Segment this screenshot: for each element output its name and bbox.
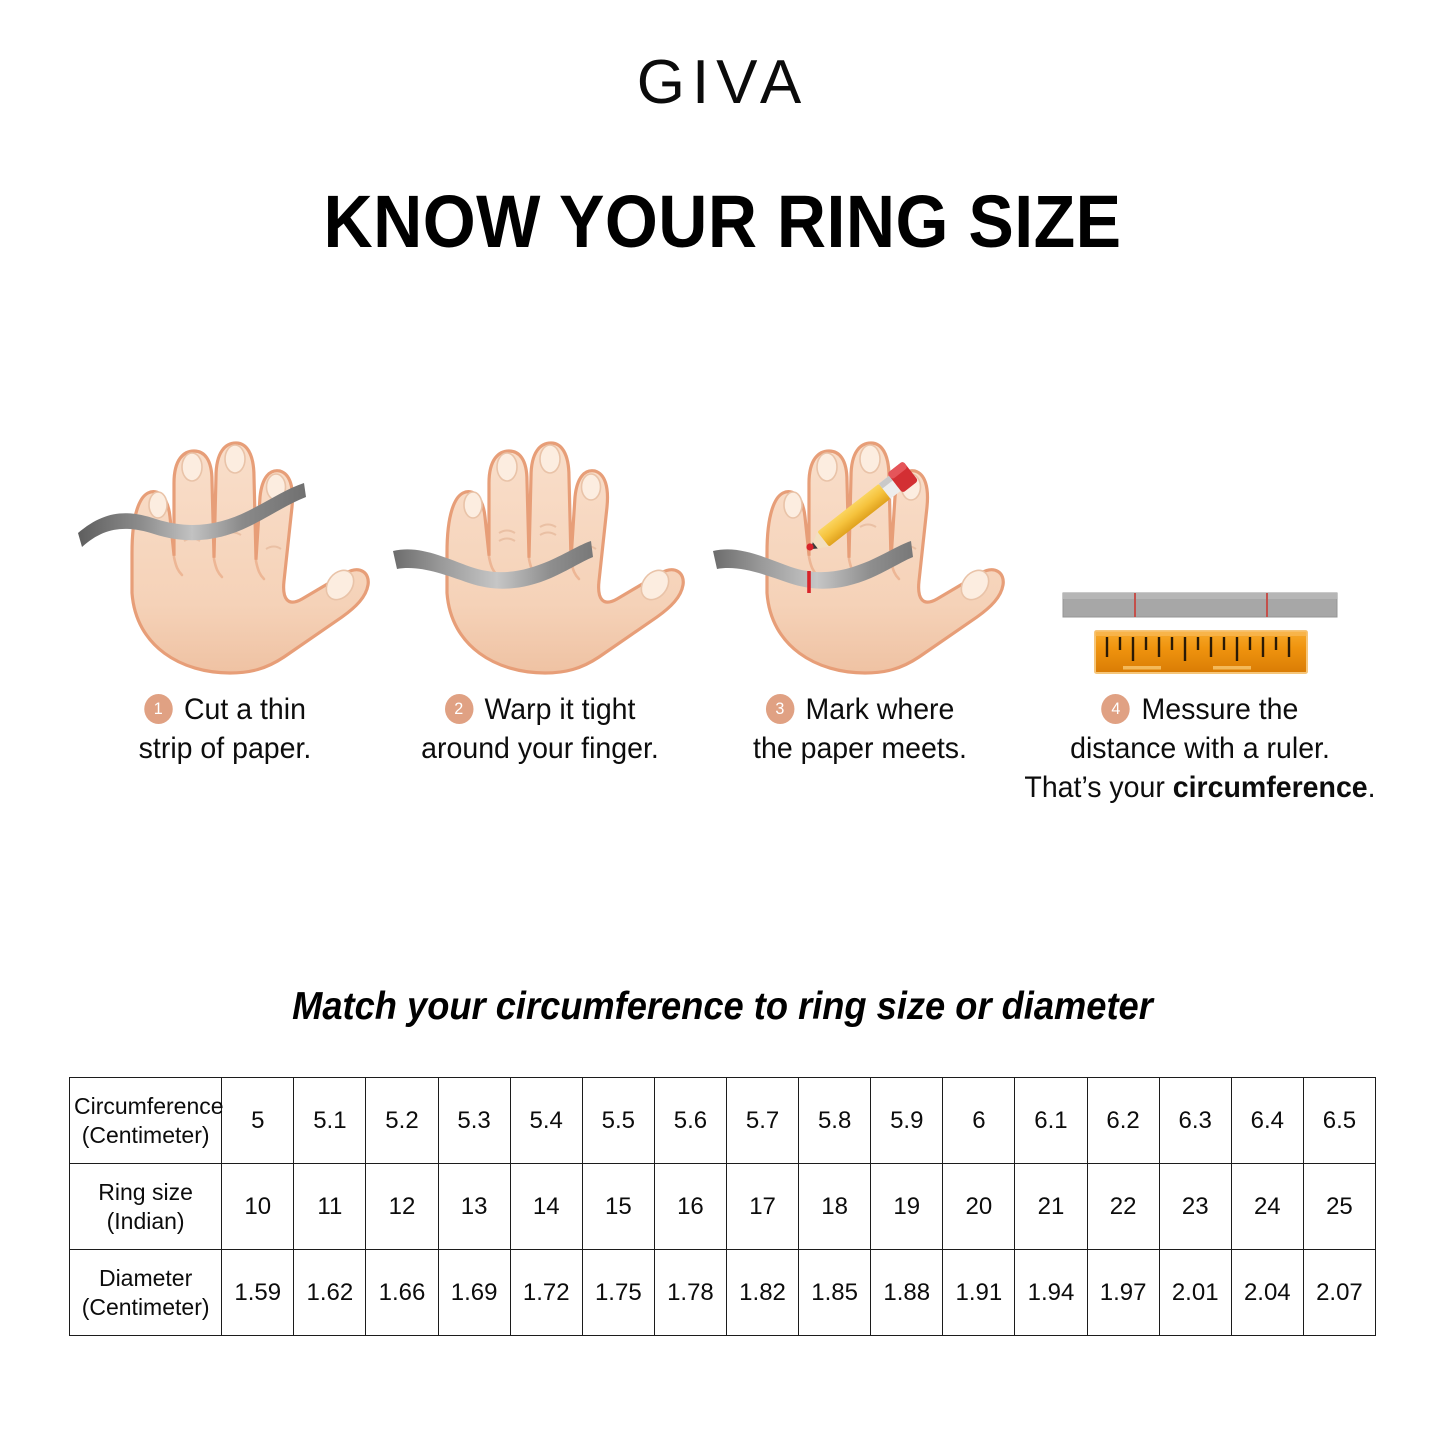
cell-ring-size-14: 24	[1230, 1163, 1304, 1250]
measured-strip	[1062, 592, 1338, 618]
step-2: 2 Warp it tight around your finger.	[385, 385, 695, 835]
cell-diameter-7: 1.82	[725, 1249, 800, 1336]
cell-diameter-11: 1.94	[1014, 1249, 1088, 1336]
row-label-ring-size-line1: Ring size	[98, 1179, 193, 1206]
step-2-badge: 2	[444, 694, 474, 724]
cell-ring-size-6: 16	[653, 1163, 727, 1250]
step-3-line1: Mark where	[805, 693, 955, 726]
cell-circumference-6: 5.6	[653, 1077, 727, 1164]
cell-ring-size-10: 20	[942, 1163, 1016, 1250]
cell-ring-size-8: 18	[798, 1163, 872, 1250]
cell-diameter-2: 1.66	[365, 1249, 439, 1336]
step-4-line3-post: .	[1367, 771, 1376, 804]
cell-circumference-4: 5.4	[509, 1077, 583, 1164]
cell-circumference-13: 6.3	[1158, 1077, 1232, 1164]
table-row-diameter: Diameter (Centimeter) 1.59 1.62 1.66 1.6…	[68, 1249, 1377, 1336]
cell-diameter-8: 1.85	[798, 1249, 872, 1336]
step-4: 4 Messure the distance with a ruler. That…	[1024, 385, 1376, 835]
table-subtitle: Match your circumference to ring size or…	[292, 985, 1153, 1028]
row-label-circumference: Circumference (Centimeter)	[68, 1077, 224, 1164]
cell-diameter-0: 1.59	[221, 1249, 295, 1336]
row-label-diameter-line2: (Centimeter)	[81, 1293, 210, 1320]
step-4-caption: 4 Messure the distance with a ruler. That…	[1001, 690, 1400, 807]
step-4-line2: distance with a ruler.	[1070, 732, 1330, 765]
step-4-line1: Messure the	[1141, 693, 1299, 726]
cell-ring-size-11: 21	[1014, 1163, 1088, 1250]
step-1-badge: 1	[144, 694, 173, 724]
cell-ring-size-4: 14	[509, 1163, 583, 1250]
step-3-line2: the paper meets.	[753, 732, 967, 765]
step-3-badge: 3	[765, 694, 795, 724]
hand-with-wrapped-strip-illustration	[385, 385, 695, 685]
row-label-ring-size: Ring size (Indian)	[68, 1163, 223, 1250]
step-3: 3 Mark where the paper meets.	[705, 385, 1015, 835]
cell-ring-size-5: 15	[581, 1163, 655, 1250]
step-2-caption: 2 Warp it tight around your finger.	[383, 690, 697, 768]
hand-with-pencil-mark-illustration	[705, 385, 1015, 685]
steps-section: 1 Cut a thin strip of paper.	[60, 385, 1390, 835]
row-label-ring-size-line2: (Indian)	[106, 1207, 185, 1234]
ruler	[1094, 630, 1308, 674]
cell-circumference-5: 5.5	[581, 1077, 655, 1164]
cell-ring-size-9: 19	[870, 1163, 944, 1250]
cell-circumference-2: 5.2	[365, 1077, 439, 1164]
cell-diameter-1: 1.62	[293, 1249, 367, 1336]
cell-diameter-14: 2.04	[1230, 1249, 1304, 1336]
step-4-line3-pre: That’s your	[1024, 771, 1173, 804]
hand-with-paper-strip-illustration	[70, 385, 380, 685]
cell-ring-size-13: 23	[1158, 1163, 1232, 1250]
cell-circumference-7: 5.7	[725, 1077, 800, 1164]
cell-circumference-14: 6.4	[1230, 1077, 1304, 1164]
row-label-circumference-line2: (Centimeter)	[81, 1121, 210, 1148]
cell-ring-size-15: 25	[1302, 1163, 1377, 1250]
step-2-line2: around your finger.	[421, 732, 659, 765]
cell-circumference-1: 5.1	[293, 1077, 367, 1164]
cell-circumference-10: 6	[942, 1077, 1016, 1164]
row-label-diameter: Diameter (Centimeter)	[68, 1249, 223, 1336]
step-1: 1 Cut a thin strip of paper.	[70, 385, 380, 835]
step-1-caption: 1 Cut a thin strip of paper.	[68, 690, 382, 768]
table-body: Circumference (Centimeter) 5 5.1 5.2 5.3…	[68, 1077, 1377, 1336]
cell-ring-size-3: 13	[437, 1163, 511, 1250]
step-1-line1: Cut a thin	[183, 693, 306, 726]
cell-circumference-15: 6.5	[1302, 1077, 1377, 1164]
row-label-diameter-line1: Diameter	[98, 1265, 193, 1292]
table-row-ring-size: Ring size (Indian) 10 11 12 13 14 15 16 …	[68, 1163, 1377, 1250]
cell-diameter-3: 1.69	[437, 1249, 511, 1336]
step-4-line3: That’s your circumference.	[1001, 768, 1400, 807]
cell-ring-size-12: 22	[1086, 1163, 1160, 1250]
page-title: KNOW YOUR RING SIZE	[323, 180, 1122, 263]
cell-diameter-10: 1.91	[942, 1249, 1016, 1336]
table-row-circumference: Circumference (Centimeter) 5 5.1 5.2 5.3…	[68, 1077, 1377, 1164]
cell-diameter-4: 1.72	[509, 1249, 583, 1336]
cell-ring-size-0: 10	[221, 1163, 295, 1250]
cell-diameter-15: 2.07	[1302, 1249, 1377, 1336]
brand-logo: GIVA	[636, 48, 809, 117]
cell-diameter-9: 1.88	[870, 1249, 944, 1336]
cell-diameter-5: 1.75	[581, 1249, 655, 1336]
cell-diameter-12: 1.97	[1086, 1249, 1160, 1336]
cell-circumference-3: 5.3	[437, 1077, 511, 1164]
cell-diameter-13: 2.01	[1158, 1249, 1232, 1336]
cell-circumference-9: 5.9	[870, 1077, 944, 1164]
step-4-badge: 4	[1101, 694, 1131, 724]
cell-ring-size-7: 17	[725, 1163, 800, 1250]
strip-and-ruler-illustration	[1045, 385, 1355, 685]
cell-circumference-12: 6.2	[1086, 1077, 1160, 1164]
ring-size-table: Circumference (Centimeter) 5 5.1 5.2 5.3…	[68, 1077, 1377, 1336]
cell-diameter-6: 1.78	[653, 1249, 727, 1336]
cell-circumference-11: 6.1	[1014, 1077, 1088, 1164]
cell-circumference-0: 5	[221, 1077, 295, 1164]
cell-ring-size-1: 11	[293, 1163, 367, 1250]
row-label-circumference-line1: Circumference	[74, 1093, 224, 1120]
cell-ring-size-2: 12	[365, 1163, 439, 1250]
step-3-caption: 3 Mark where the paper meets.	[703, 690, 1017, 768]
circumference-emphasis: circumference	[1172, 771, 1368, 804]
step-1-line2: strip of paper.	[138, 732, 312, 765]
step-2-line1: Warp it tight	[484, 693, 636, 726]
cell-circumference-8: 5.8	[798, 1077, 872, 1164]
